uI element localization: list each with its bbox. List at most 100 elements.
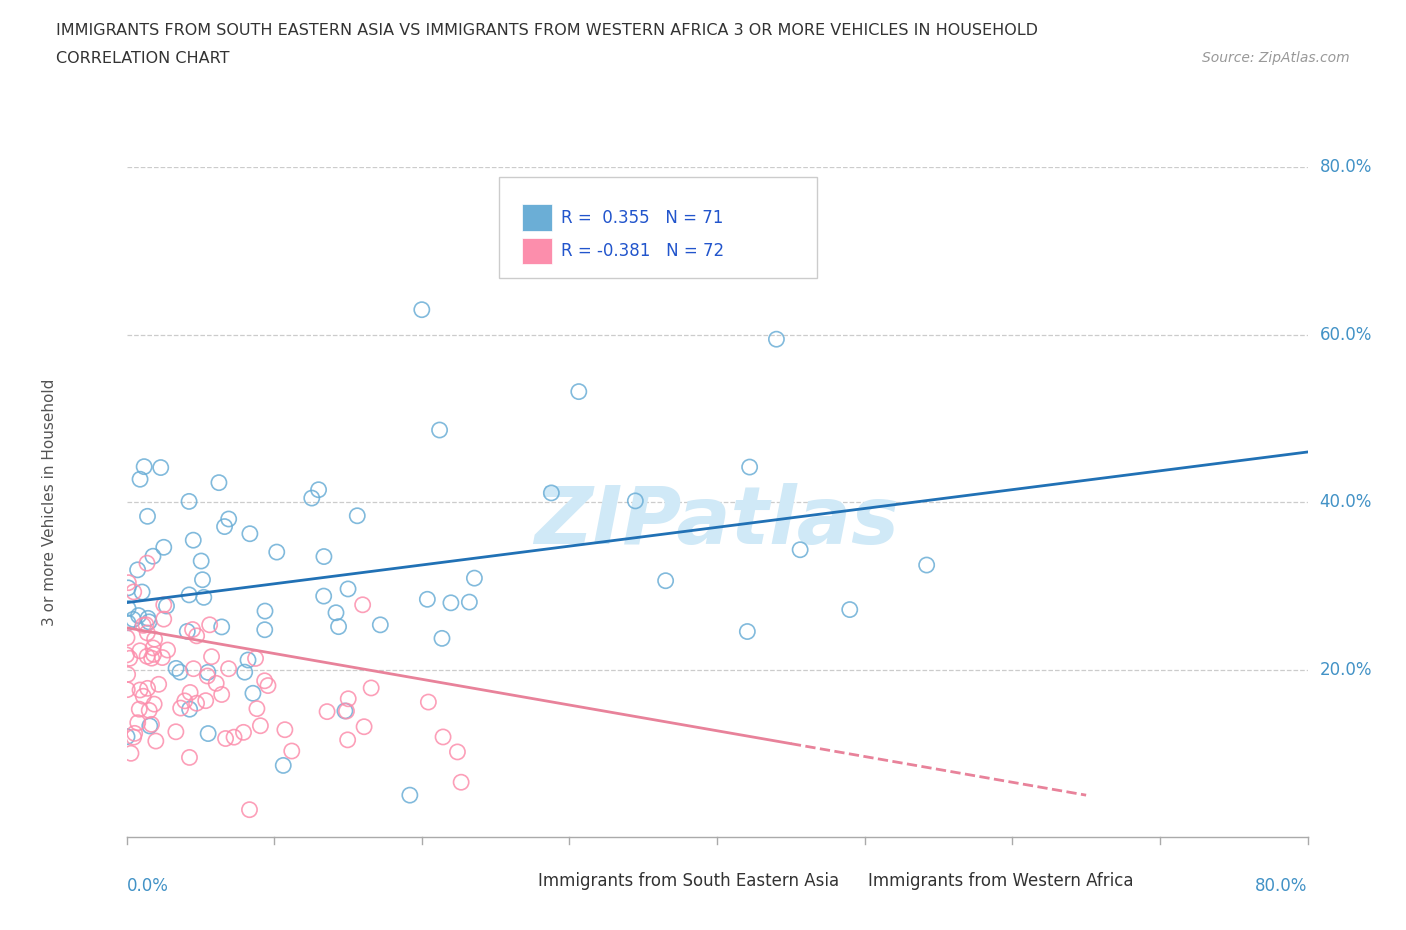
Point [446, 745, 468, 760]
Point [176, 624, 198, 639]
Point [418, 695, 440, 710]
Text: ZIPatlas: ZIPatlas [534, 484, 900, 562]
Point [115, 647, 138, 662]
Text: 0.0%: 0.0% [127, 877, 169, 896]
Point [150, 650, 173, 665]
Point [165, 661, 187, 676]
Point [129, 472, 152, 486]
Point [789, 542, 811, 557]
FancyBboxPatch shape [522, 205, 551, 231]
Point [360, 681, 382, 696]
Point [120, 746, 142, 761]
Point [333, 703, 356, 718]
Point [148, 677, 170, 692]
Point [312, 589, 335, 604]
FancyBboxPatch shape [522, 238, 551, 264]
Point [149, 460, 172, 475]
Point [238, 803, 260, 817]
Point [179, 588, 201, 603]
Point [127, 563, 149, 578]
Point [211, 619, 233, 634]
Point [135, 618, 157, 632]
Point [266, 545, 288, 560]
Point [117, 616, 139, 631]
Point [173, 694, 195, 709]
Point [193, 590, 215, 604]
Point [156, 643, 179, 658]
Point [558, 244, 581, 259]
Point [186, 629, 208, 644]
Text: 80.0%: 80.0% [1256, 877, 1308, 896]
Point [346, 509, 368, 524]
FancyBboxPatch shape [830, 869, 859, 894]
Text: Source: ZipAtlas.com: Source: ZipAtlas.com [1202, 51, 1350, 65]
Point [218, 512, 240, 526]
Point [208, 475, 231, 490]
Point [152, 612, 174, 627]
Point [738, 459, 761, 474]
Text: R = -0.381   N = 72: R = -0.381 N = 72 [561, 242, 724, 260]
Point [141, 651, 163, 666]
Point [115, 631, 138, 645]
Text: CORRELATION CHART: CORRELATION CHART [56, 51, 229, 66]
Point [312, 549, 335, 564]
Point [117, 580, 139, 595]
Point [568, 384, 591, 399]
Point [134, 459, 156, 474]
Text: R =  0.355   N = 71: R = 0.355 N = 71 [561, 208, 724, 227]
Point [232, 724, 254, 739]
Point [281, 744, 304, 759]
Point [129, 683, 152, 698]
Point [624, 494, 647, 509]
Point [301, 491, 323, 506]
Point [118, 651, 141, 666]
Point [179, 750, 201, 764]
Point [328, 619, 350, 634]
Point [253, 673, 276, 688]
Point [190, 553, 212, 568]
FancyBboxPatch shape [499, 869, 529, 894]
FancyBboxPatch shape [499, 178, 817, 278]
Point [214, 519, 236, 534]
Point [432, 729, 454, 744]
Point [139, 719, 162, 734]
Point [737, 624, 759, 639]
Point [122, 584, 145, 599]
Text: 60.0%: 60.0% [1319, 326, 1372, 344]
Point [128, 608, 150, 623]
Point [249, 718, 271, 733]
Point [122, 730, 145, 745]
Point [271, 758, 294, 773]
Point [253, 622, 276, 637]
Point [143, 631, 166, 646]
Point [138, 615, 160, 630]
Point [233, 665, 256, 680]
Point [136, 509, 159, 524]
Point [170, 700, 193, 715]
Point [117, 667, 139, 682]
Point [337, 581, 360, 596]
Point [214, 731, 236, 746]
Point [132, 618, 155, 632]
Text: 40.0%: 40.0% [1319, 493, 1372, 512]
Point [242, 685, 264, 700]
Point [169, 665, 191, 680]
Point [246, 701, 269, 716]
Point [205, 676, 228, 691]
Point [458, 594, 481, 609]
Point [132, 689, 155, 704]
Point [194, 693, 217, 708]
Point [218, 661, 240, 676]
Point [274, 723, 297, 737]
Point [179, 702, 201, 717]
Point [138, 703, 160, 718]
Point [222, 730, 245, 745]
Point [117, 576, 139, 591]
Point [127, 715, 149, 730]
Point [181, 622, 204, 637]
Point [838, 602, 860, 617]
Point [398, 788, 420, 803]
Point [253, 604, 276, 618]
Point [368, 618, 391, 632]
Point [143, 697, 166, 711]
